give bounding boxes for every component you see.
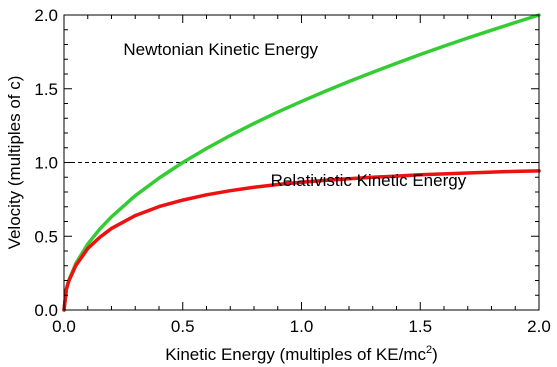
x-axis-label-main: Kinetic Energy (multiples of KE/mc bbox=[165, 345, 426, 364]
tick-layer: 0.0 0.5 1.0 1.5 2.0 0.0 0.5 1.0 1.5 2.0 bbox=[34, 6, 550, 336]
x-tick-label: 1.5 bbox=[408, 317, 432, 336]
y-tick-label: 2.0 bbox=[34, 6, 58, 25]
annotation-newtonian-label: Newtonian Kinetic Energy bbox=[123, 40, 318, 59]
x-tick-label: 1.0 bbox=[290, 317, 314, 336]
x-axis-label-suffix: ) bbox=[432, 345, 438, 364]
annotation-layer: Newtonian Kinetic Energy Relativistic Kin… bbox=[123, 40, 466, 190]
x-axis-label: Kinetic Energy (multiples of KE/mc2) bbox=[165, 344, 438, 364]
x-tick-label: 0.0 bbox=[52, 317, 76, 336]
annotation-relativistic-label: Relativistic Kinetic Energy bbox=[271, 171, 467, 190]
y-tick-label: 0.5 bbox=[34, 227, 58, 246]
x-tick-label: 2.0 bbox=[527, 317, 551, 336]
y-tick-label: 0.0 bbox=[34, 301, 58, 320]
x-axis-label-superscript: 2 bbox=[426, 344, 432, 356]
y-tick-label: 1.5 bbox=[34, 80, 58, 99]
y-axis-label: Velocity (multiples of c) bbox=[5, 76, 24, 250]
y-tick-label: 1.0 bbox=[34, 154, 58, 173]
series-layer bbox=[62, 13, 541, 312]
series-line-newtonian bbox=[62, 13, 541, 312]
series-line-relativistic bbox=[62, 169, 541, 312]
x-tick-label: 0.5 bbox=[171, 317, 195, 336]
